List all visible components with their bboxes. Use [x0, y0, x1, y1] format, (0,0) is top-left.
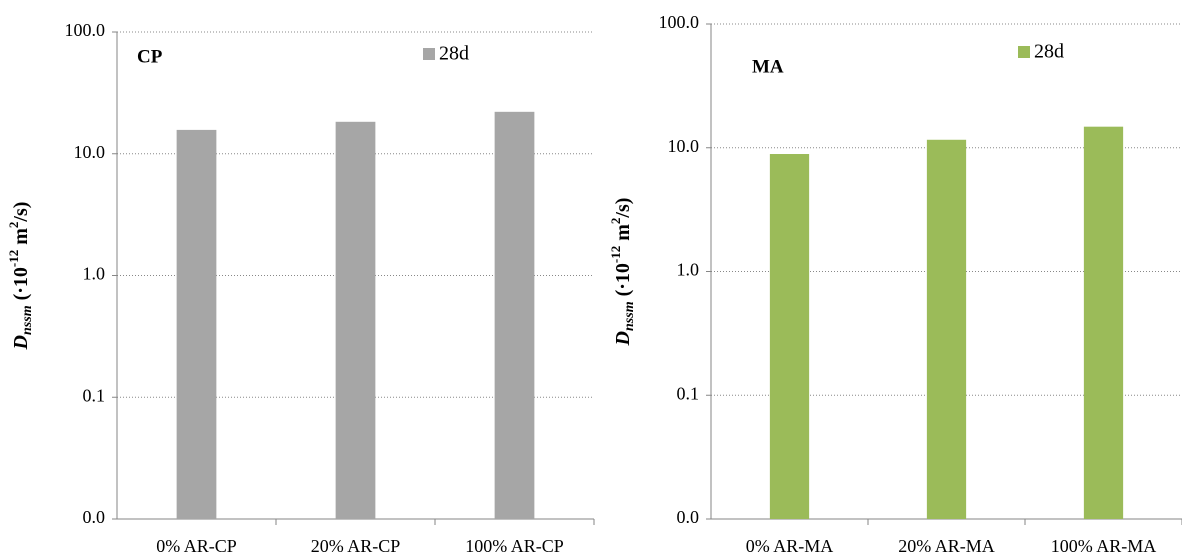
bar [1083, 126, 1124, 519]
bar [769, 154, 810, 519]
y-axis-label: Dnssm (·10-12 m2/s) [6, 202, 35, 351]
annotation: MA [752, 56, 784, 77]
chart: 0.0 0.1 1.0 10.0 100.0 0% AR-CP 20% AR-CP 100% … [6, 20, 595, 556]
x-tick-label: 20% AR-MA [898, 536, 995, 556]
bar [494, 111, 535, 519]
y-label-part: /s) [612, 198, 634, 219]
y-label-part: (·10 [612, 263, 634, 301]
y-tick-label: 0.1 [677, 383, 700, 403]
y-label-part: nssm [622, 301, 637, 331]
y-tick-label: 1.0 [83, 264, 106, 284]
chart: 0.0 0.1 1.0 10.0 100.0 0% AR-MA 20% AR-MA 100% … [608, 12, 1182, 556]
y-tick-label: 10.0 [668, 136, 700, 156]
legend-label: 28d [1034, 41, 1064, 63]
x-tick-label: 0% AR-MA [746, 536, 834, 556]
y-tick-label: 100.0 [659, 12, 700, 32]
y-tick-label: 100.0 [65, 20, 106, 40]
y-label-part: m [612, 224, 634, 246]
legend-swatch [1018, 46, 1030, 58]
x-tick-label: 100% AR-MA [1051, 536, 1157, 556]
x-tick-label: 100% AR-CP [465, 536, 564, 556]
y-label-part: D [612, 331, 634, 346]
legend-swatch [423, 48, 435, 60]
bar [335, 121, 376, 520]
y-label-part: D [10, 335, 32, 350]
y-label-part: nssm [20, 305, 35, 335]
bar [176, 129, 217, 519]
bar [926, 139, 967, 520]
y-label-part: 2 [608, 218, 623, 225]
annotation: CP [137, 46, 163, 67]
y-tick-label: 0.0 [677, 507, 700, 527]
y-tick-label: 0.0 [83, 507, 106, 527]
y-label-part: 2 [6, 222, 21, 229]
y-label-part: -12 [6, 250, 21, 267]
y-axis-label: Dnssm (·10-12 m2/s) [608, 198, 637, 347]
y-tick-label: 10.0 [74, 142, 106, 162]
y-label-part: -12 [608, 246, 623, 263]
x-tick-label: 20% AR-CP [311, 536, 401, 556]
y-label-part: /s) [10, 202, 32, 223]
y-label-part: m [10, 228, 32, 250]
y-tick-label: 0.1 [83, 385, 106, 405]
legend-label: 28d [439, 43, 469, 65]
y-tick-label: 1.0 [677, 260, 700, 280]
x-tick-label: 0% AR-CP [156, 536, 237, 556]
y-label-part: (·10 [10, 267, 32, 305]
